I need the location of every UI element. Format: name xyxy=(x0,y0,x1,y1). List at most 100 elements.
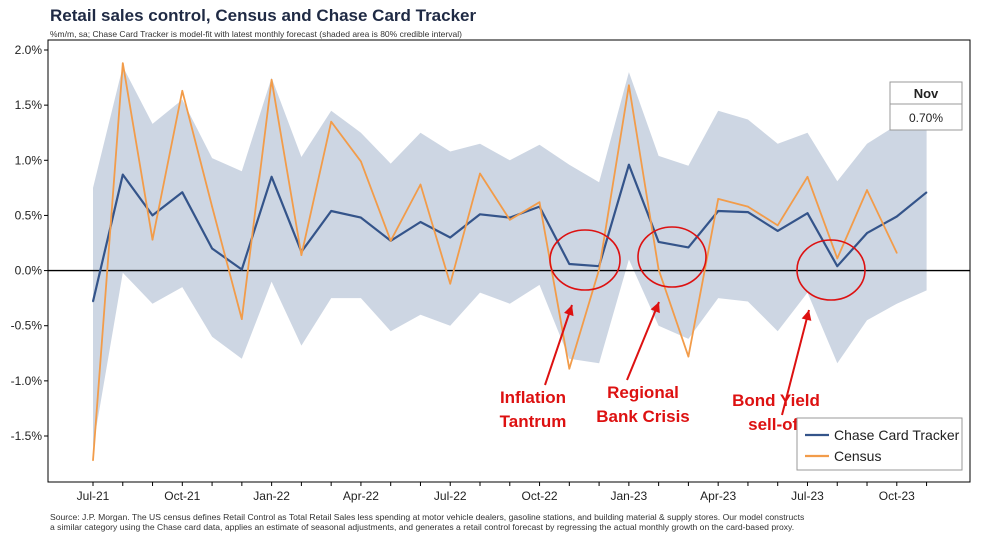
data-point-census xyxy=(92,459,94,462)
x-tick-label: Apr-23 xyxy=(700,489,736,503)
data-point-tracker xyxy=(806,212,809,215)
annotation-circle xyxy=(637,226,707,288)
latest-box xyxy=(889,81,963,131)
annotation-circle xyxy=(796,239,866,301)
legend-label-census: Census xyxy=(834,448,881,464)
data-point-census xyxy=(389,239,392,242)
data-point-census xyxy=(270,78,273,81)
annotation-label: Regional xyxy=(607,383,679,402)
data-point-tracker xyxy=(241,268,243,271)
annotation-arrow xyxy=(544,304,573,386)
data-point-tracker xyxy=(151,214,154,217)
data-point-tracker xyxy=(895,215,898,218)
data-point-tracker xyxy=(181,191,184,194)
x-tick-label: Jan-23 xyxy=(611,489,648,503)
data-point-tracker xyxy=(717,210,719,212)
data-point-census xyxy=(895,252,898,254)
data-point-tracker xyxy=(628,163,630,166)
chart-subtitle: %m/m, sa; Chase Card Tracker is model-fi… xyxy=(50,29,462,39)
data-point-tracker xyxy=(419,221,422,223)
chart-title: Retail sales control, Census and Chase C… xyxy=(50,6,477,25)
series-line-census xyxy=(92,62,898,461)
data-point-census xyxy=(806,176,809,178)
legend-box xyxy=(796,417,963,471)
data-point-tracker xyxy=(657,241,660,243)
data-point-tracker xyxy=(687,246,690,249)
data-point-census xyxy=(360,160,362,163)
data-point-census xyxy=(181,90,184,92)
latest-box-label: Nov xyxy=(914,86,939,101)
x-tick-label: Jan-22 xyxy=(253,489,290,503)
annotation-arrowhead xyxy=(801,310,812,321)
y-tick-label: 0.5% xyxy=(15,208,43,222)
y-tick-label: -1.5% xyxy=(11,429,43,443)
data-point-census xyxy=(330,120,332,123)
y-tick-label: 2.0% xyxy=(15,43,43,57)
annotation-circle xyxy=(549,229,621,291)
annotation-arrow xyxy=(626,301,660,381)
x-tick-label: Oct-21 xyxy=(164,489,200,503)
data-point-census xyxy=(211,205,213,208)
line-chart: -1.5% -1.0% -0.5% 0.0% 0.5% 1.0% 1.5% 2.0% Jul-2… xyxy=(11,39,971,503)
data-point-census xyxy=(628,84,630,87)
data-point-census xyxy=(300,254,303,256)
latest-box-value: 0.70% xyxy=(909,111,943,125)
data-point-tracker xyxy=(836,265,839,267)
data-point-census xyxy=(866,189,868,191)
credible-interval-band xyxy=(93,66,927,447)
y-tick-label: 0.0% xyxy=(15,264,43,278)
data-point-tracker xyxy=(776,230,779,232)
data-point-census xyxy=(151,238,154,241)
data-point-census xyxy=(121,62,124,65)
x-tick-label: Jul-23 xyxy=(791,489,824,503)
y-tick-label: -0.5% xyxy=(11,319,43,333)
data-point-census xyxy=(538,201,541,203)
annotation-arrow xyxy=(781,309,810,416)
footnote: Source: J.P. Morgan. The US census defin… xyxy=(50,512,970,532)
data-point-census xyxy=(657,268,660,271)
data-point-census xyxy=(568,367,571,370)
data-point-census xyxy=(419,183,422,186)
annotation-label: sell-off xyxy=(748,415,804,434)
data-point-tracker xyxy=(747,211,749,213)
data-point-tracker xyxy=(330,210,332,212)
x-tick-label: Apr-22 xyxy=(343,489,379,503)
data-point-census xyxy=(508,219,511,221)
data-point-tracker xyxy=(866,232,868,234)
y-tick-label: 1.5% xyxy=(15,98,43,112)
x-tick-label: Oct-22 xyxy=(522,489,558,503)
data-point-tracker xyxy=(479,213,481,216)
annotation-label: Tantrum xyxy=(500,412,567,431)
y-tick-label: 1.0% xyxy=(15,153,43,167)
data-point-tracker xyxy=(449,236,452,239)
annotation-arrowhead xyxy=(650,302,660,314)
footnote-line-1: Source: J.P. Morgan. The US census defin… xyxy=(50,512,805,522)
annotation-label: Bond Yield xyxy=(732,391,820,410)
x-tick-label: Jul-22 xyxy=(434,489,467,503)
data-point-census xyxy=(717,198,719,200)
annotation-label: Inflation xyxy=(500,388,566,407)
legend-label-tracker: Chase Card Tracker xyxy=(834,427,960,443)
data-point-census xyxy=(836,257,839,260)
data-point-tracker xyxy=(92,300,94,303)
annotation-label: Bank Crisis xyxy=(596,407,690,426)
data-point-census xyxy=(449,283,452,285)
data-point-census xyxy=(687,355,690,358)
data-point-tracker xyxy=(568,263,571,265)
data-point-census xyxy=(241,318,243,320)
data-point-tracker xyxy=(121,173,124,176)
data-point-tracker xyxy=(360,216,362,219)
data-point-tracker xyxy=(270,176,273,178)
data-point-census xyxy=(776,224,779,227)
plot-frame xyxy=(47,39,971,483)
annotation-arrowhead xyxy=(564,305,574,317)
data-point-tracker xyxy=(211,247,213,250)
data-point-tracker xyxy=(925,191,928,194)
x-tick-label: Oct-23 xyxy=(879,489,915,503)
data-point-census xyxy=(598,268,600,271)
y-tick-label: -1.0% xyxy=(11,374,43,388)
x-tick-label: Jul-21 xyxy=(77,489,110,503)
data-point-census xyxy=(747,205,749,208)
footnote-line-2: a similar category using the Chase card … xyxy=(50,522,795,532)
data-point-census xyxy=(479,172,481,175)
